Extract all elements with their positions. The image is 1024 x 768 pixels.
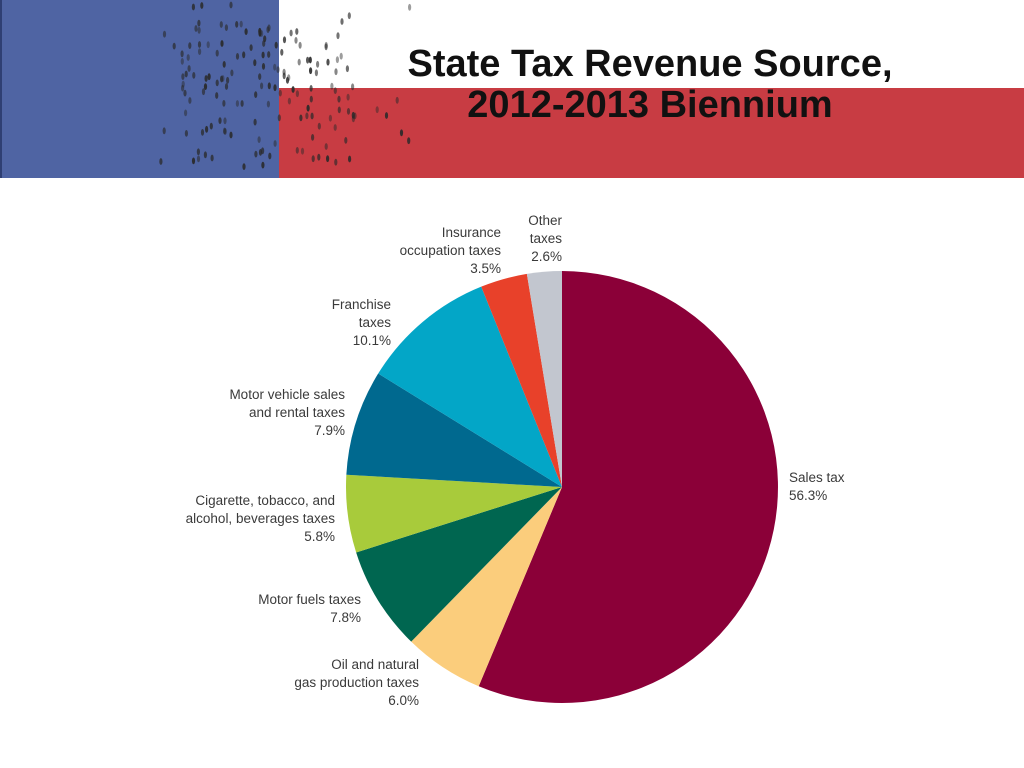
slice-label: Cigarette, tobacco, and alcohol, beverage… <box>186 493 336 544</box>
slice-label: Motor fuels taxes 7.8% <box>258 592 361 625</box>
banner-blue-panel <box>0 0 279 178</box>
slice-label: Oil and natural gas production taxes 6.0% <box>294 657 419 708</box>
banner-red-stripe <box>279 88 1024 178</box>
slide-title: State Tax Revenue Source, 2012-2013 Bien… <box>320 44 980 126</box>
banner-edge <box>0 0 2 178</box>
slice-label: Insurance occupation taxes 3.5% <box>400 225 502 276</box>
pie-slices <box>346 271 778 703</box>
pie-labels: Sales tax 56.3% Oil and natural gas product… <box>186 213 845 708</box>
crowd-silhouette-graphic <box>159 1 412 171</box>
title-line-1: State Tax Revenue Source, <box>407 43 893 85</box>
pie-chart: Sales tax 56.3% Oil and natural gas product… <box>186 213 845 708</box>
pie-slice <box>481 273 562 487</box>
slice-label: Other taxes 2.6% <box>528 213 562 264</box>
pie-slice <box>346 373 562 487</box>
title-line-2: 2012-2013 Biennium <box>467 84 833 126</box>
pie-slice <box>411 487 562 687</box>
slice-label: Sales tax 56.3% <box>789 470 845 503</box>
pie-slice <box>478 271 778 703</box>
pie-slice <box>346 474 562 553</box>
header-banner <box>0 0 1024 178</box>
slice-label: Motor vehicle sales and rental taxes 7.9% <box>229 387 345 438</box>
pie-slice <box>356 487 562 642</box>
pie-slice <box>378 286 562 487</box>
slice-label: Franchise taxes 10.1% <box>332 297 392 348</box>
pie-slice <box>526 271 562 487</box>
